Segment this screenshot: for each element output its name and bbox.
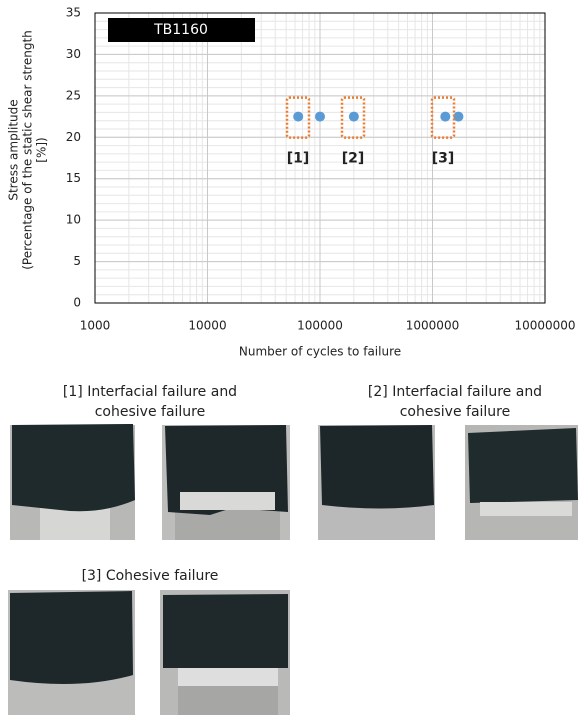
photo-1 <box>10 424 290 540</box>
x-tick-label: 10000000 <box>514 319 575 333</box>
photo-3 <box>8 590 290 715</box>
point <box>315 112 325 122</box>
y-tick-label: 25 <box>66 88 81 102</box>
caption: [2] Interfacial failure and <box>368 384 542 400</box>
legend-label: TB1160 <box>153 22 208 38</box>
caption: cohesive failure <box>95 404 206 420</box>
point <box>293 112 303 122</box>
y-tick-label: 5 <box>73 254 81 268</box>
x-tick-label: 1000 <box>80 319 111 333</box>
x-tick-label: 1000000 <box>406 319 459 333</box>
y-tick-label: 10 <box>66 213 81 227</box>
x-axis-label: Number of cycles to failure <box>239 345 401 359</box>
y-axis-label: Stress amplitude <box>7 99 21 200</box>
caption: [1] Interfacial failure and <box>63 384 237 400</box>
y-tick-label: 30 <box>66 47 81 61</box>
annotation-label: [3] <box>432 151 455 167</box>
x-tick-label: 100000 <box>297 319 343 333</box>
y-tick-label: 0 <box>73 296 81 310</box>
point <box>440 112 450 122</box>
figure: [1] Interfacial failure and cohesive fai… <box>0 0 579 715</box>
y-tick-label: 15 <box>66 171 81 185</box>
y-tick-label: 20 <box>66 130 81 144</box>
y-axis-label: [%]) <box>35 137 49 162</box>
caption: cohesive failure <box>400 404 511 420</box>
annotation-label: [2] <box>342 151 365 167</box>
y-tick-label: 35 <box>66 6 81 20</box>
point <box>349 112 359 122</box>
photo-2 <box>318 425 578 540</box>
y-axis-label: (Percentage of the static shear strength <box>21 30 35 270</box>
caption: [3] Cohesive failure <box>82 568 219 584</box>
annotation-label: [1] <box>287 151 310 167</box>
x-tick-label: 10000 <box>188 319 226 333</box>
